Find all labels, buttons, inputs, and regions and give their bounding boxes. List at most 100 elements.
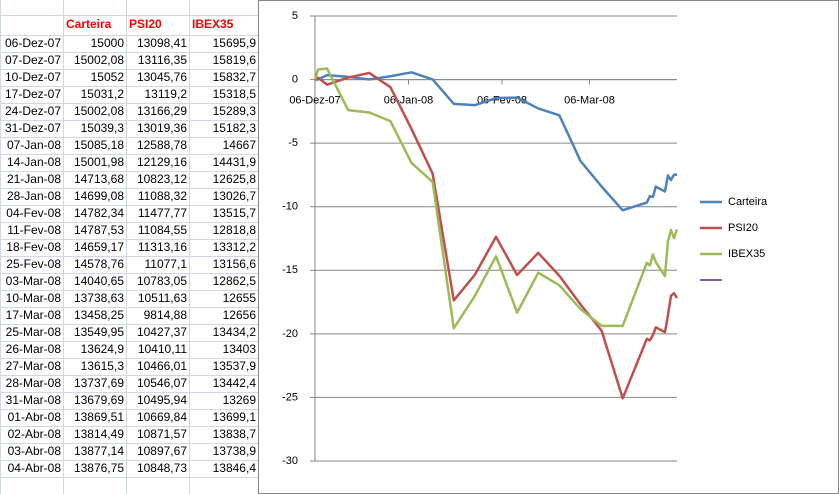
cell-date: 06-Dez-07 [5, 36, 61, 50]
cell-date: 24-Dez-07 [5, 104, 61, 118]
cell-number: 10466,01 [137, 359, 187, 373]
cell-date: 28-Mar-08 [6, 376, 62, 390]
cell-number: 12625,8 [213, 172, 257, 186]
cell-number: 13116,35 [138, 53, 187, 67]
cell-number: 15819,6 [213, 53, 257, 67]
cell-number: 13679,69 [74, 393, 124, 407]
cell-number: 13615,3 [81, 359, 125, 373]
column-header: PSI20 [129, 17, 162, 31]
cell-number: 10511,63 [138, 291, 187, 305]
cell-number: 13838,7 [213, 427, 257, 441]
cell-number: 10495,94 [137, 393, 187, 407]
y-tick-label: -30 [282, 455, 298, 467]
cell-number: 12656 [223, 308, 257, 322]
cell-number: 15695,9 [213, 36, 257, 50]
cell-number: 13403 [223, 342, 257, 356]
cell-date: 31-Dez-07 [5, 121, 61, 135]
cell-number: 13434,2 [213, 325, 257, 339]
cell-number: 15182,3 [213, 121, 257, 135]
cell-number: 13738,9 [213, 444, 257, 458]
cell-date: 04-Fev-08 [6, 206, 61, 220]
column-header: Carteira [66, 17, 112, 31]
cell-number: 13026,7 [213, 189, 257, 203]
y-tick-label: 5 [292, 10, 298, 22]
cell-date: 07-Dez-07 [5, 53, 61, 67]
cell-date: 25-Fev-08 [6, 257, 61, 271]
y-tick-label: 0 [292, 73, 298, 85]
cell-number: 13515,7 [213, 206, 257, 220]
cell-number: 14667 [223, 138, 257, 152]
cell-number: 15031,2 [81, 87, 125, 101]
legend-label: Carteira [728, 196, 768, 208]
cell-number: 12588,78 [137, 138, 187, 152]
cell-number: 13019,36 [137, 121, 187, 135]
cell-number: 14699,08 [74, 189, 124, 203]
cell-date: 01-Abr-08 [8, 410, 62, 424]
cell-number: 13119,2 [145, 87, 188, 101]
cell-number: 10897,67 [137, 444, 187, 458]
y-tick-label: -25 [282, 391, 298, 403]
x-tick-label: 06-Fev-08 [477, 94, 527, 106]
cell-number: 10871,57 [137, 427, 187, 441]
cell-number: 10848,73 [137, 461, 187, 475]
cell-number: 14782,34 [74, 206, 124, 220]
cell-date: 28-Jan-08 [7, 189, 61, 203]
cell-number: 15039,3 [81, 121, 125, 135]
cell-number: 11313,16 [138, 240, 187, 254]
cell-date: 31-Mar-08 [6, 393, 62, 407]
cell-number: 11084,55 [138, 223, 187, 237]
cell-number: 13814,49 [74, 427, 124, 441]
cell-number: 10783,05 [137, 274, 187, 288]
cell-number: 13045,76 [137, 70, 187, 84]
cell-number: 13869,51 [74, 410, 124, 424]
cell-number: 12655 [223, 291, 257, 305]
cell-number: 14040,65 [74, 274, 124, 288]
cell-date: 26-Mar-08 [6, 342, 62, 356]
cell-number: 11088,32 [138, 189, 187, 203]
cell-number: 13876,75 [74, 461, 124, 475]
cell-date: 03-Mar-08 [6, 274, 62, 288]
cell-number: 9814,88 [144, 308, 188, 322]
cell-number: 15289,3 [213, 104, 257, 118]
series-line [314, 71, 677, 212]
cell-number: 15000 [91, 36, 125, 50]
cell-number: 13877,14 [74, 444, 124, 458]
cell-number: 13624,9 [81, 342, 125, 356]
cell-number: 10427,37 [137, 325, 187, 339]
cell-date: 04-Abr-08 [8, 461, 62, 475]
cell-number: 13738,63 [74, 291, 124, 305]
cell-number: 13549,95 [74, 325, 124, 339]
cell-number: 14659,17 [74, 240, 124, 254]
cell-number: 13737,69 [74, 376, 124, 390]
cell-number: 10546,07 [137, 376, 187, 390]
cell-date: 14-Jan-08 [7, 155, 61, 169]
cell-number: 13458,25 [74, 308, 124, 322]
cell-date: 07-Jan-08 [7, 138, 61, 152]
y-tick-label: -20 [282, 328, 298, 340]
cell-number: 14578,76 [74, 257, 124, 271]
x-tick-label: 06-Mar-08 [564, 94, 615, 106]
cell-number: 15002,08 [74, 53, 124, 67]
cell-number: 13846,4 [213, 461, 257, 475]
cell-number: 15085,18 [74, 138, 124, 152]
chart-frame [258, 0, 839, 494]
cell-date: 27-Mar-08 [6, 359, 62, 373]
cell-number: 13312,2 [213, 240, 257, 254]
y-tick-label: -15 [282, 264, 298, 276]
cell-number: 15002,08 [74, 104, 124, 118]
table: Carteira PSI20 IBEX35 06-Dez-07 15000 13098,4… [0, 0, 259, 494]
column-header: IBEX35 [192, 17, 234, 31]
cell-number: 13442,4 [213, 376, 257, 390]
legend-label: IBEX35 [728, 248, 765, 260]
cell-number: 15832,7 [213, 70, 257, 84]
y-tick-label: -5 [288, 137, 298, 149]
cell-number: 13269 [223, 393, 257, 407]
cell-number: 12129,16 [137, 155, 187, 169]
cell-number: 14713,68 [74, 172, 124, 186]
cell-number: 15001,98 [74, 155, 124, 169]
y-tick-label: -10 [282, 201, 298, 213]
cell-date: 25-Mar-08 [6, 325, 62, 339]
cell-number: 14787,53 [74, 223, 124, 237]
cell-number: 12818,8 [213, 223, 257, 237]
